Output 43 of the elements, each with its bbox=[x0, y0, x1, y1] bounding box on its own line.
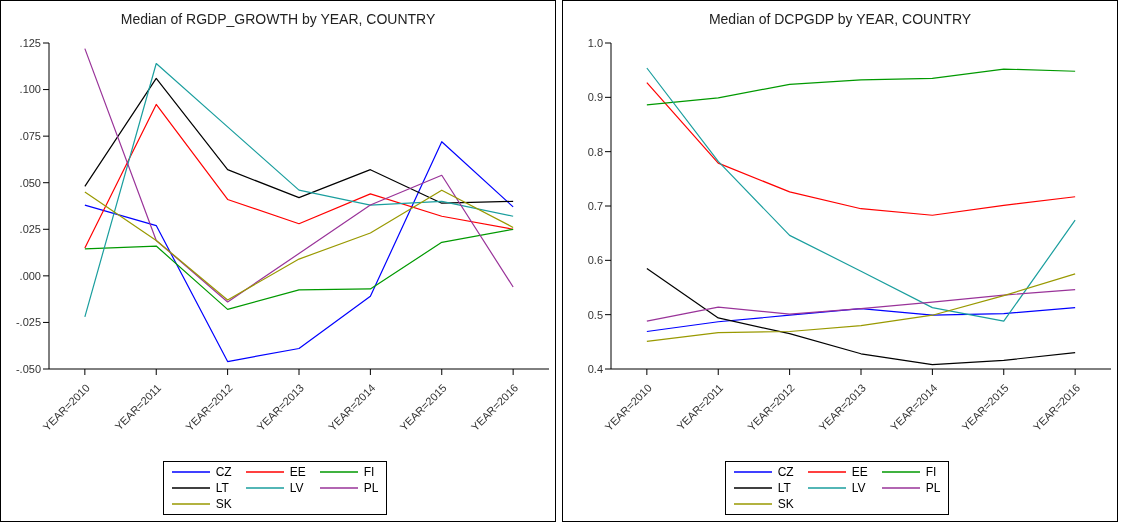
line-series bbox=[646, 67, 1076, 322]
y-tick-label: 1.0 bbox=[587, 36, 603, 49]
line-series bbox=[84, 77, 514, 204]
y-tick-label: 0.9 bbox=[587, 91, 603, 104]
legend-label: CZ bbox=[215, 464, 232, 480]
line-series bbox=[84, 103, 514, 249]
legend-label: LT bbox=[215, 480, 229, 496]
chart-title: Median of RGDP_GROWTH by YEAR, COUNTRY bbox=[119, 11, 437, 29]
y-tick-label: .100 bbox=[19, 83, 41, 96]
line-series bbox=[646, 307, 1076, 333]
legend-label: LV bbox=[851, 480, 866, 496]
y-tick-label: 0.5 bbox=[587, 308, 603, 321]
y-tick-label: 0.8 bbox=[587, 145, 603, 158]
line-series bbox=[646, 68, 1076, 106]
y-tick-label: -.050 bbox=[15, 362, 41, 375]
line-series bbox=[646, 289, 1076, 322]
legend-label: SK bbox=[777, 496, 794, 512]
chart-title: Median of DCPGDP by YEAR, COUNTRY bbox=[707, 11, 973, 29]
legend-label: FI bbox=[925, 464, 937, 480]
line-series bbox=[646, 267, 1076, 366]
y-tick-label: 0.4 bbox=[587, 362, 603, 375]
line-series bbox=[84, 189, 514, 301]
legend-label: EE bbox=[851, 464, 868, 480]
legend-label: LV bbox=[289, 480, 304, 496]
y-tick-label: .125 bbox=[19, 36, 41, 49]
line-series bbox=[84, 141, 514, 363]
y-tick-label: .000 bbox=[19, 269, 41, 282]
y-tick-label: 0.6 bbox=[587, 254, 603, 267]
legend-label: CZ bbox=[777, 464, 794, 480]
y-tick-label: .075 bbox=[19, 130, 41, 143]
line-series bbox=[646, 82, 1076, 216]
legend-label: FI bbox=[363, 464, 375, 480]
y-tick-label: 0.7 bbox=[587, 199, 603, 212]
legend-label: EE bbox=[289, 464, 306, 480]
y-tick-label: -.025 bbox=[15, 316, 41, 329]
y-tick-label: .025 bbox=[19, 223, 41, 236]
line-series bbox=[646, 273, 1076, 342]
line-series bbox=[84, 228, 514, 310]
legend-label: PL bbox=[925, 480, 941, 496]
legend-label: PL bbox=[363, 480, 379, 496]
y-tick-label: .050 bbox=[19, 176, 41, 189]
legend-label: LT bbox=[777, 480, 791, 496]
legend-label: SK bbox=[215, 496, 232, 512]
